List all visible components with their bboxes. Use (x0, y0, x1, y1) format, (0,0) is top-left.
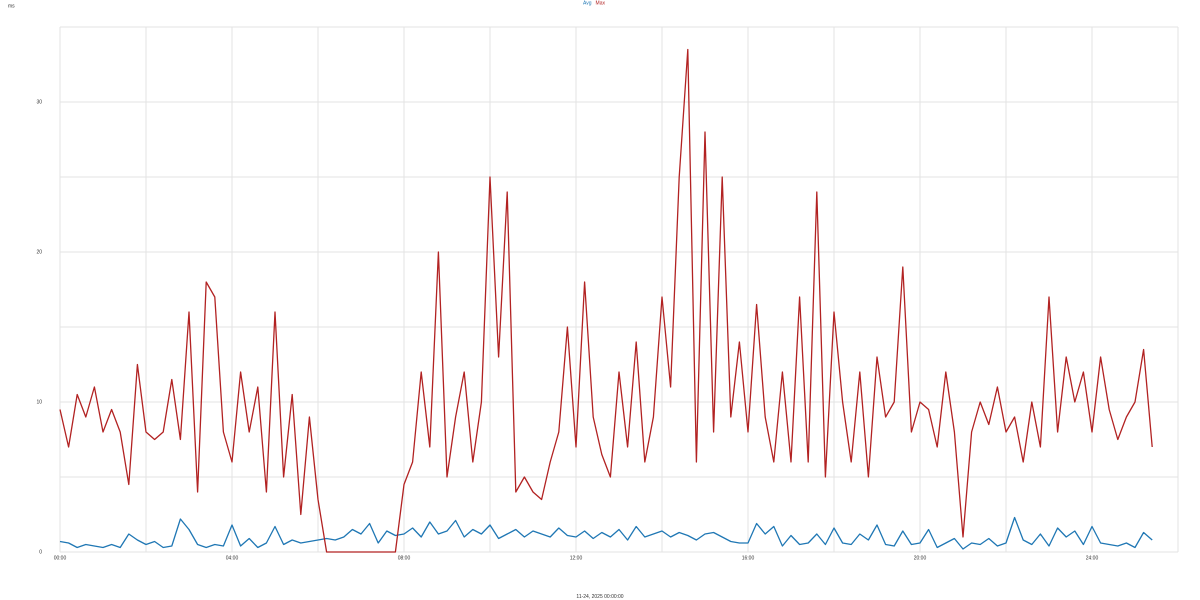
x-tick-label: 16:00 (742, 555, 755, 561)
y-tick-label: 0 (39, 549, 42, 555)
legend-label: Avg (583, 0, 592, 6)
x-tick-label: 00:00 (54, 555, 67, 561)
x-tick-label: 24:00 (1086, 555, 1099, 561)
x-tick-label: 12:00 (570, 555, 583, 561)
series-line (59, 48, 1153, 553)
legend-label: Max (596, 0, 606, 6)
y-axis-label: ms (8, 3, 15, 9)
y-tick-label: 20 (36, 249, 42, 255)
y-tick-label: 30 (36, 99, 42, 105)
x-axis-label: 11-24, 2025 00:00:00 (576, 594, 623, 600)
x-tick-label: 08:00 (398, 555, 411, 561)
y-tick-label: 10 (36, 399, 42, 405)
x-tick-label: 04:00 (226, 555, 239, 561)
series-line (59, 516, 1153, 550)
x-tick-label: 20:00 (914, 555, 927, 561)
